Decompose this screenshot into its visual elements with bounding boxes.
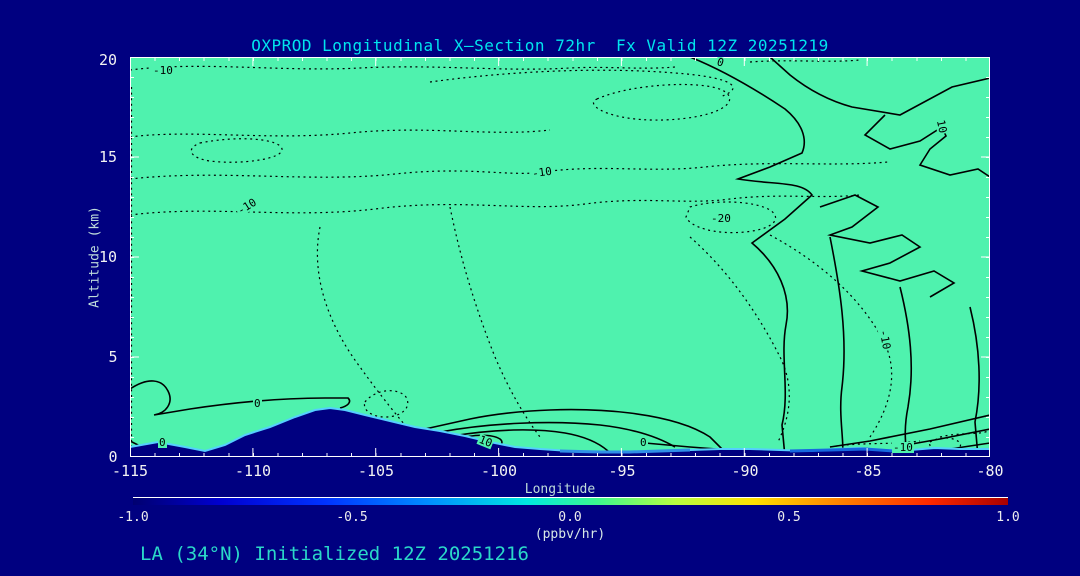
contour-label: 0 xyxy=(639,436,648,449)
y-tick-label: 10 xyxy=(98,248,118,266)
y-tick-label: 20 xyxy=(98,51,118,69)
contour-label: -10 xyxy=(876,327,894,352)
footer-annotation: LA (34°N) Initialized 12Z 20251216 xyxy=(140,543,529,565)
y-tick-label: 0 xyxy=(108,448,118,466)
colorbar-tick-label: -0.5 xyxy=(336,510,368,525)
x-tick-label: -105 xyxy=(357,462,395,480)
x-tick-label: -90 xyxy=(731,462,759,480)
contour-label: 0 xyxy=(253,397,262,410)
contour-label: 0 xyxy=(158,436,167,449)
colorbar-tick-label: -1.0 xyxy=(117,510,149,525)
contour-label: -10 xyxy=(152,64,174,77)
y-tick-label: 5 xyxy=(108,348,118,366)
contour-plot: -10 -10 -10 -20 0 10 -10 0 0 10 0 -10 xyxy=(130,57,990,457)
contour-label: -20 xyxy=(710,212,732,225)
y-major-ticks xyxy=(130,156,990,358)
colorbar-tick-label: 1.0 xyxy=(996,510,1020,525)
x-axis-label: Longitude xyxy=(524,482,596,497)
x-tick-label: -100 xyxy=(480,462,518,480)
x-tick-label: -95 xyxy=(608,462,636,480)
plot-title: OXPROD Longitudinal X—Section 72hr Fx Va… xyxy=(251,36,829,55)
x-tick-label: -115 xyxy=(111,462,149,480)
terrain-blue-patch xyxy=(559,448,691,454)
contour-label: 10 xyxy=(933,117,950,136)
x-tick-label: -80 xyxy=(976,462,1004,480)
y-axis-label: Altitude (km) xyxy=(87,206,103,308)
colorbar-tick-label: 0.0 xyxy=(558,510,582,525)
x-tick-label: -85 xyxy=(854,462,882,480)
negative-contours xyxy=(130,59,989,452)
colorbar-tick-label: 0.5 xyxy=(777,510,801,525)
positive-contours xyxy=(130,57,990,457)
contour-label: -10 xyxy=(530,164,554,181)
colorbar-units-label: (ppbv/hr) xyxy=(534,527,606,542)
terrain-blue-patch xyxy=(789,447,894,453)
y-tick-label: 15 xyxy=(98,148,118,166)
x-major-ticks xyxy=(252,57,868,457)
x-tick-label: -110 xyxy=(234,462,272,480)
colorbar-gradient xyxy=(133,497,1008,505)
contour-label: -10 xyxy=(892,441,914,454)
terrain-silhouette xyxy=(130,406,990,457)
